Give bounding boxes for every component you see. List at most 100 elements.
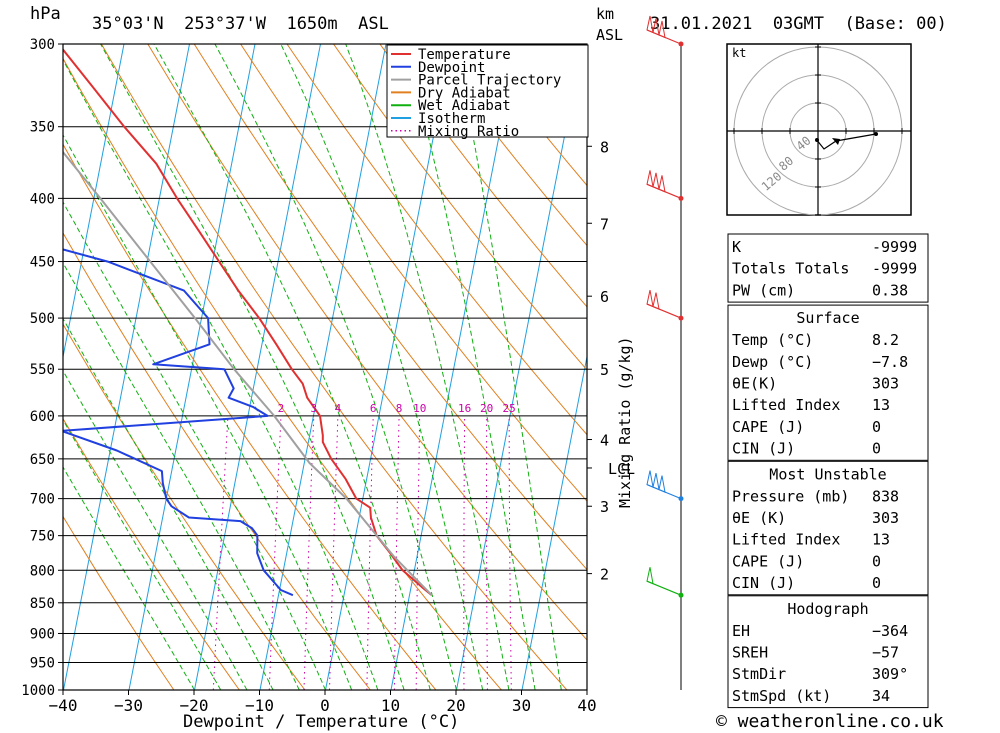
mixing-ratio-axis-label: Mixing Ratio (g/kg) <box>616 336 634 508</box>
plot-frame <box>62 43 588 691</box>
pressure-tick-label: 400 <box>30 191 55 207</box>
stat-label: CIN (J) <box>732 440 795 458</box>
pressure-unit-label: hPa <box>30 4 61 24</box>
dry-adiabat-line <box>63 515 175 690</box>
dry-adiabat-line <box>379 44 587 308</box>
pressure-tick-label: 600 <box>30 409 55 425</box>
mixing-ratio-line <box>268 415 282 690</box>
pressure-tick-label: 650 <box>30 452 55 468</box>
isotherm-line <box>63 44 190 690</box>
isotherm-line <box>456 44 583 690</box>
pressure-tick-label: 750 <box>30 529 55 545</box>
legend-label: Isotherm <box>418 111 485 127</box>
wet-adiabat-lines <box>63 44 562 690</box>
stat-label: K <box>732 238 741 256</box>
most-unstable-box <box>727 460 929 596</box>
pressure-tick-label: 700 <box>30 492 55 508</box>
stat-label: θE(K) <box>732 375 777 393</box>
hodograph-stats-box <box>727 595 929 709</box>
storm-motion-arrow <box>832 138 840 145</box>
stat-value: -9999 <box>872 238 917 256</box>
most-unstable-title: Most Unstable <box>769 465 886 483</box>
asl-unit-label: ASL <box>596 26 623 44</box>
dry-adiabat-line <box>147 44 587 641</box>
stat-label: CAPE (J) <box>732 418 804 436</box>
stat-label: StmSpd (kt) <box>732 687 831 705</box>
indices-box <box>727 233 929 303</box>
wind-barb-flag <box>646 170 654 188</box>
x-axis-label: Dewpoint / Temperature (°C) <box>183 712 459 732</box>
dry-adiabat-line <box>63 143 437 690</box>
mixing-ratio-label: 10 <box>413 402 426 415</box>
temperature-tick-label: 40 <box>577 696 596 715</box>
wind-barb-flag <box>652 473 660 491</box>
temperature-tick-labels: −40 −30 −20 −10 0 10 20 30 40 <box>49 690 597 715</box>
km-tick-label: 8 <box>600 138 609 156</box>
stat-value: −364 <box>872 622 908 640</box>
pressure-tick-label: 950 <box>30 655 55 671</box>
datetime-title: 31.01.2021 03GMT (Base: 00) <box>650 14 947 34</box>
surface-title: Surface <box>796 309 859 327</box>
dry-adiabat-line <box>286 44 587 436</box>
pressure-tick-label: 850 <box>30 596 55 612</box>
wet-adiabat-line <box>100 44 405 690</box>
isotherm-line <box>390 44 518 690</box>
mixing-ratio-line <box>366 415 374 690</box>
stat-label: StmDir <box>732 665 786 683</box>
wet-adiabat-line <box>345 44 510 690</box>
stat-value: 0.38 <box>872 281 908 299</box>
parcel-trajectory-line <box>63 150 433 596</box>
legend-label: Wet Adiabat <box>418 98 511 114</box>
legend-label: Dewpoint <box>418 60 485 76</box>
temperature-tick-label: 20 <box>446 696 465 715</box>
legend-label: Temperature <box>418 47 511 63</box>
wind-barb-flag <box>652 18 660 36</box>
wind-barb-flag <box>646 289 654 308</box>
temperature-tick-label: −10 <box>245 696 274 715</box>
wind-barb-flag <box>646 470 654 488</box>
location-title: 35°03'N 253°37'W 1650m ASL <box>92 14 389 34</box>
wind-barb-flag <box>658 20 666 39</box>
stat-label: Lifted Index <box>732 531 840 549</box>
km-tick-label: 7 <box>600 215 609 233</box>
surface-box <box>727 304 929 461</box>
pressure-tick-label: 900 <box>30 626 55 642</box>
hodograph-unit-label: kt <box>732 46 746 60</box>
mixing-ratio-label: 8 <box>396 402 403 415</box>
dry-adiabat-line <box>240 44 587 502</box>
stat-label: Temp (°C) <box>732 331 813 349</box>
pressure-tick-label: 1000 <box>21 683 55 699</box>
mixing-ratio-label: 2 <box>278 402 285 415</box>
mixing-ratio-line <box>212 415 229 690</box>
hodograph-trace <box>815 133 877 150</box>
legend-label: Parcel Trajectory <box>418 73 561 89</box>
wet-adiabat-line <box>214 44 457 690</box>
wet-adiabat-line <box>63 133 353 690</box>
legend-label: Dry Adiabat <box>418 85 511 101</box>
stat-value: 0 <box>872 574 881 592</box>
temperature-line <box>63 48 433 596</box>
stat-label: SREH <box>732 644 768 662</box>
pressure-tick-label: 450 <box>30 255 55 271</box>
stats-tables: K -9999 Totals Totals -9999 PW (cm) 0.38 Surfa… <box>727 233 929 709</box>
hodograph-stats-title: Hodograph <box>787 600 868 618</box>
height-km-ticks: 8 7 6 5 4 3 2 LCL <box>587 138 635 584</box>
temperature-tick-label: −30 <box>114 696 143 715</box>
pressure-tick-labels: 300 350 400 450 500 550 600 650 700 750 800 850 900 9… <box>21 37 63 699</box>
legend-label: Mixing Ratio <box>418 124 519 140</box>
stat-label: PW (cm) <box>732 281 795 299</box>
pressure-gridlines <box>63 44 587 690</box>
isotherm-line <box>259 44 387 690</box>
pressure-tick-label: 350 <box>30 120 55 136</box>
stat-value: 309° <box>872 665 908 683</box>
stat-label: Pressure (mb) <box>732 487 849 505</box>
mixing-ratio-label: 20 <box>480 402 493 415</box>
wet-adiabat-line <box>63 58 379 690</box>
pressure-tick-label: 300 <box>30 37 55 53</box>
dry-adiabat-line <box>100 44 568 690</box>
mixing-ratio-line <box>486 415 488 690</box>
stat-value: 34 <box>872 687 890 705</box>
